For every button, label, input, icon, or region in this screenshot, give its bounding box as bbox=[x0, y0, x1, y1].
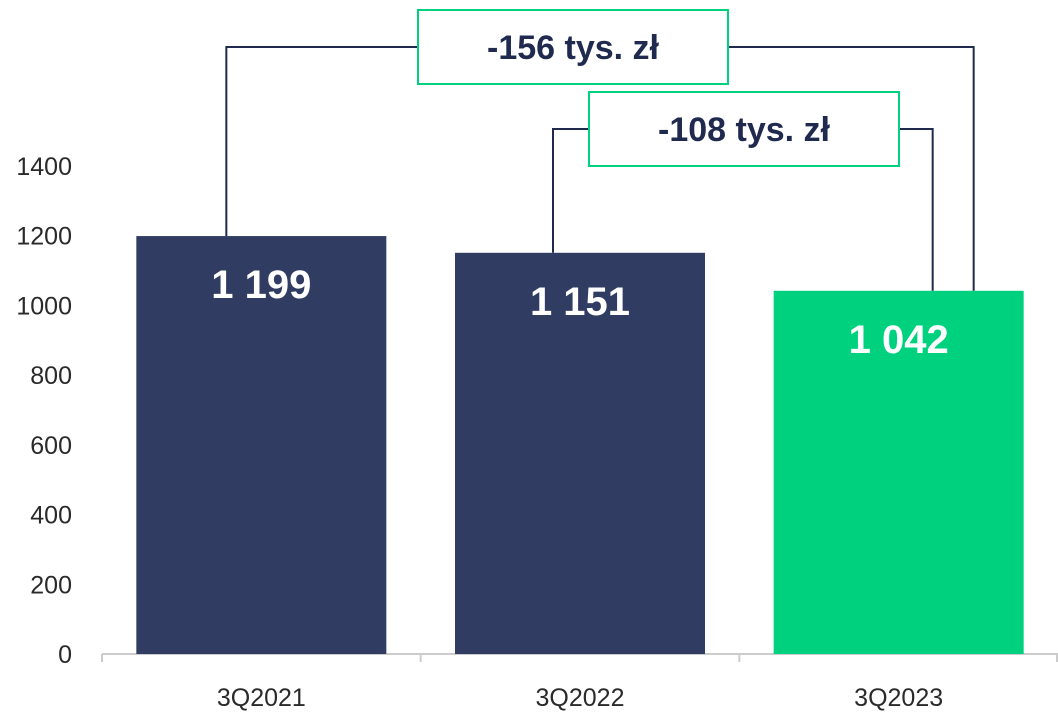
bar bbox=[455, 252, 705, 654]
bars: 1 199 1 151 1 042 bbox=[136, 236, 1024, 654]
bar bbox=[773, 290, 1024, 654]
difference-box bbox=[588, 91, 900, 167]
y-tick-label: 0 bbox=[58, 641, 72, 669]
difference-box bbox=[417, 9, 729, 85]
difference-annotations: -156 tys. zł -108 tys. zł bbox=[225, 9, 975, 291]
x-tick-label: 3Q2023 bbox=[854, 684, 943, 712]
x-tick-label: 3Q2022 bbox=[536, 684, 625, 712]
difference-label: -156 tys. zł bbox=[487, 29, 660, 67]
y-axis: 0 200 400 600 800 1000 1200 1400 bbox=[16, 153, 72, 669]
y-tick-label: 1000 bbox=[16, 292, 72, 320]
y-tick-label: 200 bbox=[30, 571, 72, 599]
x-tick-label: 3Q2021 bbox=[217, 684, 306, 712]
x-axis-ticks bbox=[101, 654, 1058, 662]
y-tick-label: 1200 bbox=[16, 223, 72, 251]
bar bbox=[136, 236, 387, 654]
y-tick-label: 800 bbox=[30, 362, 72, 390]
bar-value-label: 1 042 bbox=[849, 318, 949, 362]
bar-value-label: 1 199 bbox=[211, 263, 311, 307]
x-axis-labels: 3Q2021 3Q2022 3Q2023 bbox=[217, 684, 943, 712]
y-tick-label: 400 bbox=[30, 502, 72, 530]
y-tick-label: 1400 bbox=[16, 153, 72, 181]
bar-value-label: 1 151 bbox=[530, 280, 630, 324]
y-tick-label: 600 bbox=[30, 432, 72, 460]
difference-label: -108 tys. zł bbox=[658, 111, 831, 149]
